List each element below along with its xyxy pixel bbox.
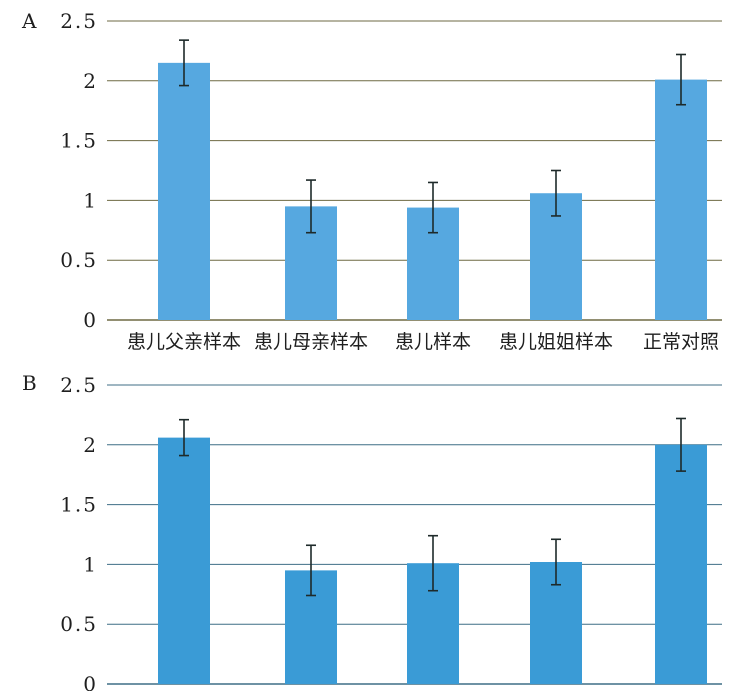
panel-b-error-bar	[676, 417, 686, 472]
panel-b-bar	[655, 444, 707, 684]
panel-b-bar	[158, 437, 210, 684]
panel-a-category-label: 正常对照	[643, 331, 719, 353]
panel-a-error-bar	[551, 169, 561, 217]
panel-a-category-label: 患儿父亲样本	[127, 331, 241, 353]
panel-b-error-bar	[551, 538, 561, 586]
panel-b-error-bar	[428, 534, 438, 592]
panel-b-label: B	[22, 371, 37, 395]
chart-panel-a: A 0 0.5 1 1.5 2 2.5 患儿父亲样本 患儿母亲样本 患儿样本 患儿姐姐样本 正常对照	[21, 9, 722, 353]
panel-b-ytick-label: 2.5	[60, 373, 98, 397]
panel-b-ytick-label: 1.5	[60, 493, 98, 517]
panel-a-error-bar	[306, 179, 316, 234]
panel-a-category-label: 患儿姐姐样本	[499, 331, 613, 353]
panel-a-label: A	[21, 9, 37, 33]
panel-a-bar	[655, 79, 707, 320]
panel-a-ytick-label: 1.5	[60, 129, 98, 153]
panel-a-error-bar	[676, 53, 686, 106]
panel-b-error-bar	[306, 544, 316, 597]
panel-b-ytick-label: 2	[83, 433, 98, 457]
panel-a-ytick-label: 1	[83, 188, 98, 212]
panel-a-category-label: 患儿样本	[395, 331, 471, 353]
panel-b-error-bar	[179, 418, 189, 457]
panel-b-ytick-label: 0.5	[60, 612, 98, 636]
panel-a-error-bar	[428, 181, 438, 234]
panel-a-ytick-label: 2.5	[60, 9, 98, 33]
chart-panel-b: B 0 0.5 1 1.5 2 2.5	[22, 371, 722, 695]
panel-a-bar	[158, 62, 210, 321]
panel-a-ytick-label: 2	[83, 69, 98, 93]
panel-a-category-label: 患儿母亲样本	[254, 331, 368, 353]
panel-b-ytick-label: 0	[83, 672, 98, 691]
panel-b-ytick-label: 1	[83, 552, 98, 576]
panel-a-ytick-label: 0.5	[60, 248, 98, 272]
panel-a-error-bar	[179, 39, 189, 87]
panel-a-ytick-label: 0	[83, 308, 98, 332]
